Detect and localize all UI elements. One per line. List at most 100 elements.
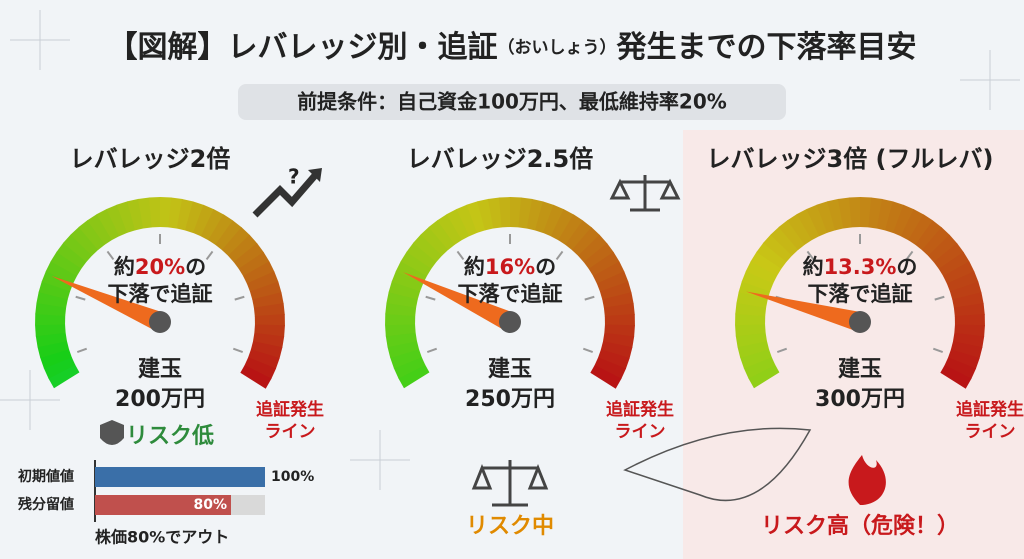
- gauge-segment: [735, 302, 767, 317]
- note-prefix: 約: [803, 255, 824, 279]
- gauge-segment: [395, 260, 428, 284]
- rate: 13.3%: [824, 255, 897, 279]
- gauge-segment: [928, 234, 958, 263]
- gauge-segment: [253, 303, 285, 317]
- gauge-segment: [116, 201, 136, 233]
- gauge-segment: [393, 356, 426, 379]
- scale-icon: [609, 175, 681, 212]
- gauge-segment: [594, 357, 627, 380]
- gauge-segment: [954, 314, 985, 326]
- gauge-tick: [932, 347, 944, 354]
- gauge-tick: [205, 250, 214, 261]
- gauge-segment: [743, 356, 776, 379]
- premise: 前提条件：自己資金100万円、最低維持率20%: [297, 90, 727, 114]
- gauge-segment: [148, 197, 161, 228]
- gauge-segment: [78, 220, 106, 250]
- gauge-segment: [949, 281, 982, 300]
- panel-heading: レバレッジ2倍: [70, 145, 231, 173]
- gauge-tick: [232, 347, 244, 354]
- note-suffix: の: [896, 255, 917, 279]
- gauge-segment: [63, 234, 93, 263]
- gauge-segment: [933, 243, 964, 270]
- gauge-segment: [246, 271, 279, 292]
- gauge-segment: [390, 348, 422, 369]
- gauge-segment: [228, 234, 258, 263]
- gauge-segment: [565, 220, 592, 251]
- gauge-segment: [921, 227, 950, 257]
- gauge-segment: [596, 271, 629, 292]
- gauge-segment: [741, 270, 774, 292]
- gauge-segment: [938, 251, 970, 277]
- gauge-segment: [413, 234, 443, 263]
- gauge-segment: [208, 214, 234, 245]
- gauge-segment: [243, 261, 275, 284]
- line-label: 追証発生: [956, 399, 1024, 420]
- gauge-segment: [38, 281, 71, 300]
- bar-label: 初期値値: [18, 468, 74, 485]
- needle: [403, 272, 515, 332]
- gauge-segment: [796, 208, 820, 241]
- gauge-segment: [770, 226, 799, 256]
- gauge-segment: [787, 214, 813, 245]
- gauge-segment: [386, 291, 418, 308]
- gauge-segment: [43, 356, 76, 379]
- rate: 16%: [485, 255, 535, 279]
- gauge-segment: [41, 270, 74, 292]
- gauge-segment: [36, 291, 68, 308]
- gauge-segment: [736, 291, 768, 308]
- gauge-segment: [763, 234, 793, 263]
- gauge-segment: [543, 204, 565, 237]
- note-prefix: 約: [114, 255, 135, 279]
- net-icon: [623, 427, 812, 502]
- gauge-segment: [952, 332, 985, 348]
- gauge-segment: [252, 292, 284, 309]
- gauge-segment: [946, 271, 979, 292]
- gauge-segment: [884, 201, 904, 234]
- gauge-segment: [571, 227, 600, 257]
- gauge-segment: [518, 197, 533, 229]
- risk-label: リスク中: [466, 514, 554, 539]
- gauge-segment: [428, 220, 456, 250]
- premise-box: [238, 84, 786, 120]
- needle: [746, 291, 863, 332]
- bar-caption: 株価80%でアウト: [95, 528, 229, 547]
- gauge-segment: [952, 292, 984, 309]
- needle-hub: [499, 311, 521, 333]
- position-value: 250万円: [465, 387, 555, 412]
- gauge-segment: [510, 197, 522, 228]
- gauge-tick: [776, 347, 788, 354]
- position-label: 建玉: [838, 357, 882, 382]
- gauge-segment: [915, 220, 942, 251]
- rate-note: 約13.3%の: [803, 255, 918, 279]
- gauge-segment: [385, 313, 416, 326]
- gauge-tick: [425, 295, 436, 301]
- gauge-segment: [558, 214, 584, 245]
- gauge-segment: [238, 251, 270, 277]
- rate-note: 約20%の: [114, 255, 206, 279]
- gauge-segment: [398, 364, 430, 389]
- gauge-segment: [816, 201, 836, 233]
- gauge-segment: [70, 226, 99, 256]
- gauge-segment: [876, 198, 894, 231]
- gauge-tick: [905, 250, 914, 261]
- gauge-segment: [406, 242, 437, 269]
- title-reading: （おいしょう）: [498, 37, 617, 58]
- gauge-segment: [583, 243, 614, 270]
- gauge-segment: [87, 214, 113, 245]
- line-label: 追証発生: [606, 399, 674, 420]
- gauge-segment: [437, 214, 463, 245]
- gauge-segment: [534, 201, 554, 234]
- gauge-segment: [848, 197, 861, 228]
- note-suffix: の: [535, 255, 556, 279]
- bar: [95, 495, 231, 515]
- gauge-segment: [806, 204, 828, 237]
- gauge-segment: [248, 349, 280, 370]
- gauge-segment: [221, 227, 250, 257]
- gauge-segment: [948, 349, 980, 370]
- gauge-tick: [456, 250, 465, 261]
- gauge-segment: [602, 292, 634, 309]
- gauge-segment: [748, 364, 780, 389]
- risk-label: リスク低: [126, 424, 214, 449]
- gauge-tick: [582, 347, 594, 354]
